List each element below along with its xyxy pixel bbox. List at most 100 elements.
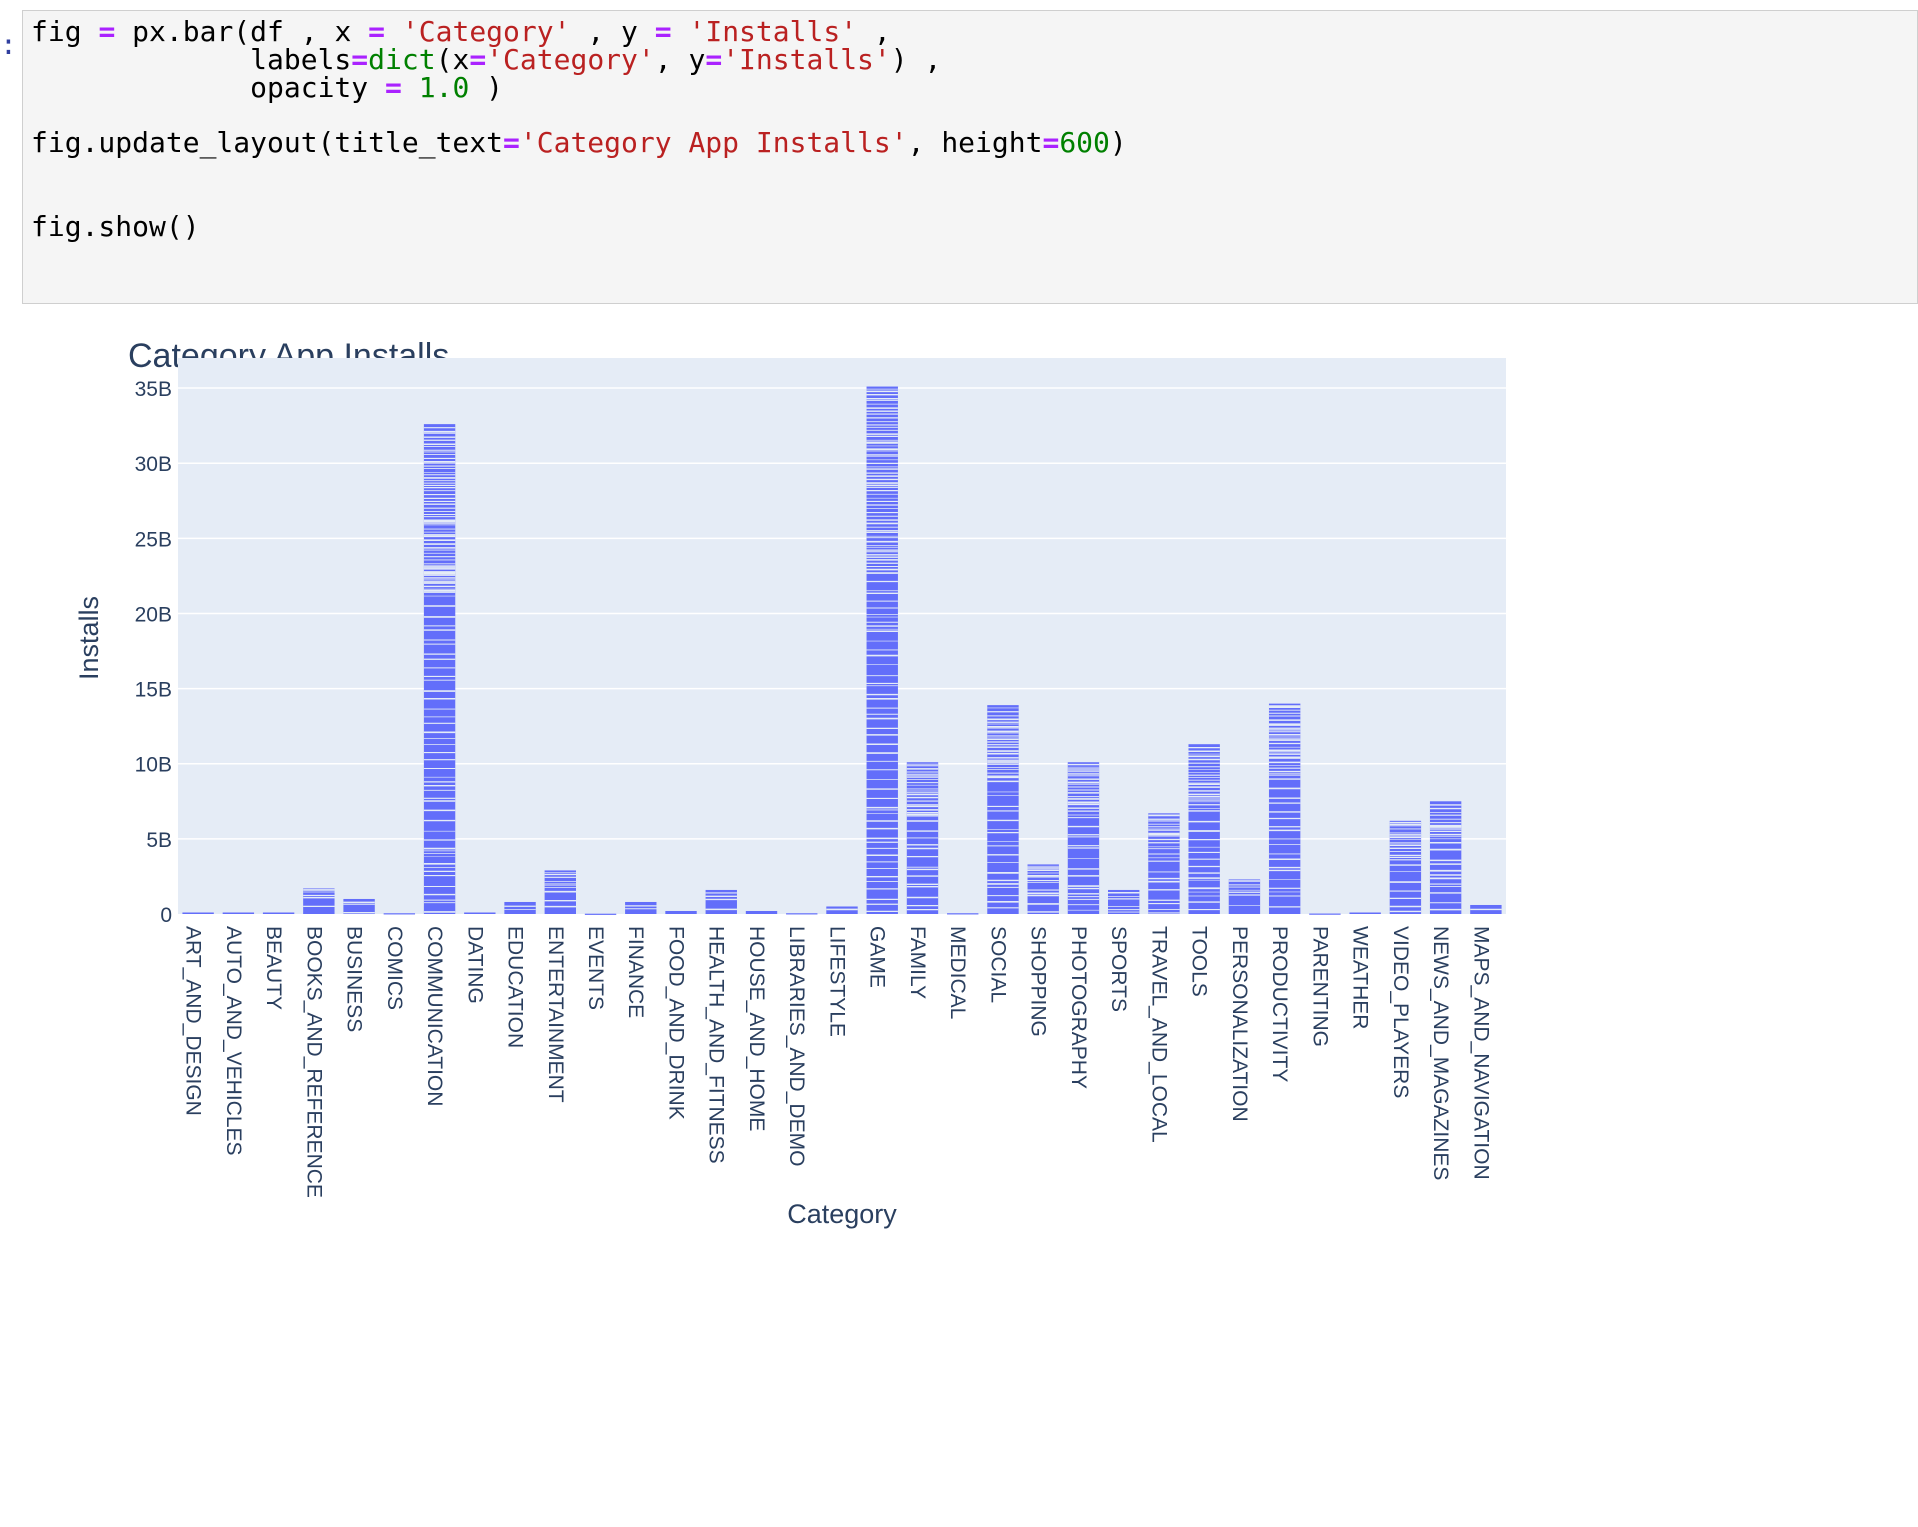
x-tick-label: EDUCATION (504, 926, 527, 1048)
code-token: ) , (890, 42, 942, 76)
code-token: = (98, 15, 116, 48)
bar[interactable] (584, 913, 617, 915)
x-tick-label: PRODUCTIVITY (1268, 926, 1291, 1082)
code-token: , y (570, 15, 655, 48)
code-token: fig (31, 15, 99, 48)
code-token: = (1042, 126, 1060, 160)
bar[interactable] (262, 912, 295, 914)
bar[interactable] (906, 762, 939, 914)
bar-fill (343, 898, 375, 914)
bar[interactable] (786, 913, 818, 915)
bar[interactable] (987, 705, 1019, 914)
code-token: = (385, 70, 402, 104)
bar[interactable] (1389, 820, 1422, 914)
bar[interactable] (222, 912, 255, 914)
bar[interactable] (544, 870, 576, 914)
x-tick-label: VIDEO_PLAYERS (1389, 926, 1412, 1098)
code-line: fig.show() (31, 210, 200, 244)
code-token: 600 (1059, 126, 1110, 160)
bar[interactable] (504, 901, 536, 914)
bar-fill (1067, 762, 1100, 914)
bar[interactable] (866, 386, 898, 914)
bar[interactable] (383, 913, 416, 915)
bar[interactable] (745, 910, 778, 914)
bar-fill (705, 889, 737, 914)
x-tick-label: LIFESTYLE (825, 926, 848, 1037)
code-token: , y (654, 42, 706, 76)
bar[interactable] (1429, 801, 1462, 914)
x-tick-label: FAMILY (906, 926, 929, 999)
x-tick-label: HEALTH_AND_FITNESS (705, 926, 728, 1164)
bar-fill (1309, 913, 1341, 915)
bar-fill (423, 424, 456, 914)
code-token: , (857, 15, 891, 48)
code-token: (x (435, 42, 470, 76)
x-tick-label: TRAVEL_AND_LOCAL (1147, 926, 1170, 1143)
bar[interactable] (947, 913, 979, 915)
bar[interactable] (464, 912, 496, 914)
x-tick-label: SOCIAL (986, 926, 1009, 1003)
y-axis-label: Installs (74, 596, 104, 680)
bar[interactable] (665, 910, 697, 914)
bar[interactable] (1188, 744, 1220, 914)
bar[interactable] (625, 901, 657, 914)
bar[interactable] (1108, 889, 1140, 914)
bar-fill (504, 901, 536, 914)
code-line: labels=dict(x='Category', y='Installs') … (31, 43, 941, 77)
code-token: fig.show() (31, 209, 200, 243)
code-token: = (503, 126, 520, 160)
code-token: , height (907, 126, 1043, 160)
bar[interactable] (1349, 912, 1381, 914)
x-tick-label: AUTO_AND_VEHICLES (222, 926, 245, 1156)
x-axis-label: Category (787, 1199, 897, 1229)
bar[interactable] (826, 906, 858, 914)
x-tick-label: COMMUNICATION (423, 926, 446, 1106)
x-tick-label: PARENTING (1308, 926, 1331, 1047)
bar[interactable] (705, 889, 737, 914)
code-cell[interactable]: fig = px.bar(df , x = 'Category' , y = '… (22, 10, 1918, 304)
y-tick-label: 25B (135, 528, 172, 551)
bar[interactable] (1067, 762, 1100, 914)
code-token: = (351, 42, 369, 76)
x-tick-label: SPORTS (1107, 926, 1130, 1012)
bar[interactable] (1309, 913, 1341, 915)
x-tick-label: PERSONALIZATION (1228, 926, 1251, 1122)
bar-fill (1349, 912, 1381, 914)
bar[interactable] (1148, 813, 1180, 914)
x-tick-label: MEDICAL (946, 926, 969, 1019)
y-axis-ticks: 0 5B 10B 15B 20B 25B 30B 35B (135, 378, 172, 927)
bar[interactable] (182, 912, 214, 914)
x-tick-label: FOOD_AND_DRINK (664, 926, 687, 1120)
bar[interactable] (1470, 904, 1502, 914)
x-tick-label: ENTERTAINMENT (544, 926, 567, 1103)
bar-fill (464, 912, 496, 914)
code-token: = (368, 15, 386, 48)
bar[interactable] (1228, 879, 1261, 914)
bar-fill (182, 912, 214, 914)
x-tick-label: GAME (866, 926, 889, 988)
bar-fill (786, 913, 818, 915)
bar-fill (262, 912, 295, 914)
bar[interactable] (1027, 864, 1059, 914)
code-token: opacity (31, 70, 386, 104)
y-tick-label: 30B (135, 453, 172, 476)
bar[interactable] (303, 888, 335, 914)
bar[interactable] (423, 424, 456, 914)
bar[interactable] (1268, 703, 1301, 914)
x-tick-label: FINANCE (624, 926, 647, 1018)
code-token: px.bar(df , x (115, 15, 369, 48)
x-tick-label: TOOLS (1188, 926, 1211, 997)
code-token: ) (469, 70, 504, 104)
gridlines (178, 387, 1506, 840)
x-axis-ticks: ART_AND_DESIGN AUTO_AND_VEHICLES BEAUTY BOO… (182, 926, 1493, 1198)
bar-fill (1429, 801, 1462, 914)
y-tick-label: 5B (146, 829, 172, 852)
x-tick-label: PHOTOGRAPHY (1067, 926, 1090, 1089)
x-tick-label: BUSINESS (343, 926, 366, 1032)
bar-fill (1148, 813, 1180, 914)
bar-fill (987, 705, 1019, 914)
bar[interactable] (343, 898, 375, 914)
x-tick-label: BOOKS_AND_REFERENCE (302, 926, 325, 1198)
code-token: fig.update_layout(title_text (31, 126, 504, 160)
bar-fill (1027, 864, 1059, 914)
